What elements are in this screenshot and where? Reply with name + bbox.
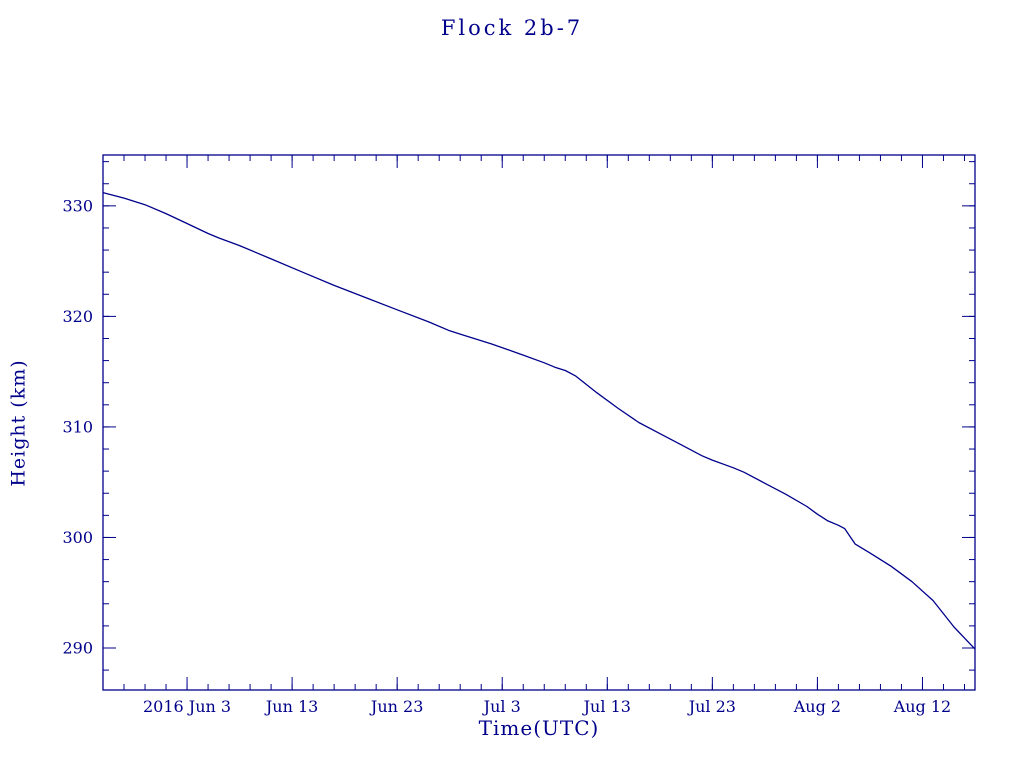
x-tick-label: Aug 2 [793, 697, 841, 716]
x-tick-label: Jul 13 [582, 697, 631, 716]
height-decay-line [102, 191, 976, 650]
x-tick-label: Jul 3 [482, 697, 521, 716]
x-axis-label: Time(UTC) [478, 716, 600, 740]
x-tick-label: Jun 13 [264, 697, 318, 716]
x-tick-label: Jul 23 [687, 697, 736, 716]
y-tick-label: 300 [62, 528, 93, 547]
chart-title: Flock 2b-7 [440, 16, 584, 40]
x-tick-label: 2016 Jun 3 [143, 697, 231, 716]
y-tick-label: 320 [62, 307, 93, 326]
y-tick-label: 330 [62, 196, 93, 215]
plot-frame [102, 154, 976, 691]
x-tick-label: Jun 23 [369, 697, 423, 716]
y-tick-label: 310 [62, 417, 93, 436]
x-tick-label: Aug 12 [893, 697, 952, 716]
y-tick-label: 290 [62, 638, 93, 657]
